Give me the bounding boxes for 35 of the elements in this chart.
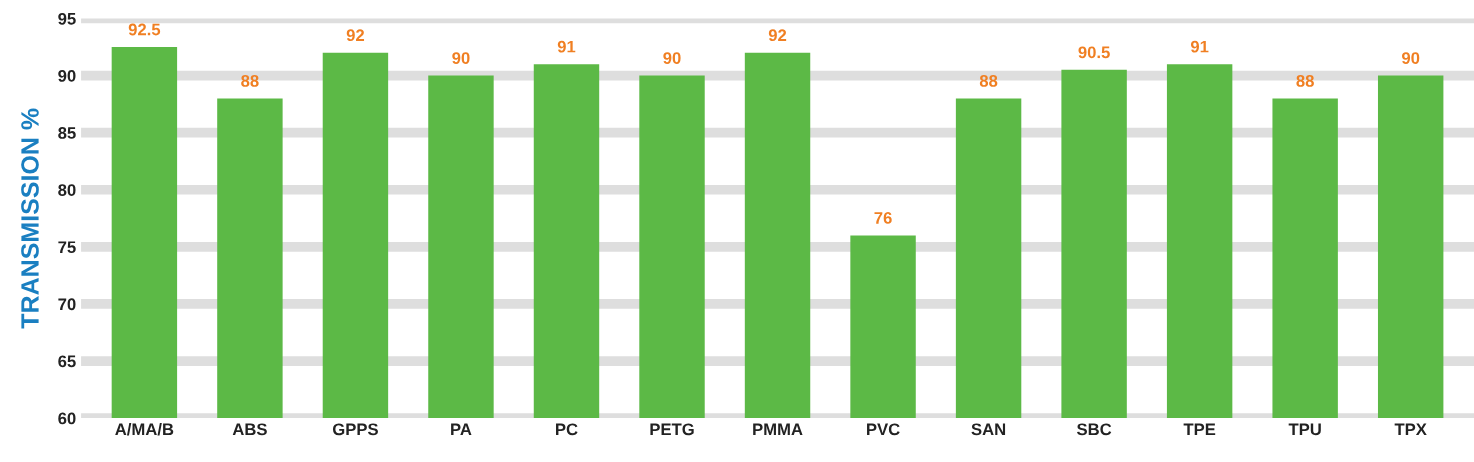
data-label: 88 <box>1296 74 1314 87</box>
x-tick-label: PA <box>451 423 472 436</box>
data-label: 90 <box>1401 52 1420 64</box>
data-label: 90.5 <box>1078 46 1110 59</box>
x-tick-label: PMMA <box>753 423 803 436</box>
y-tick-label: 60 <box>58 412 76 425</box>
x-tick-label: A/MA/B <box>115 422 174 436</box>
y-tick-label: 65 <box>58 355 76 368</box>
x-tick-label: TPU <box>1288 423 1321 436</box>
x-tick-label: TPE <box>1183 423 1216 436</box>
data-label: 92.5 <box>128 23 161 36</box>
x-tick-label: PETG <box>650 423 694 436</box>
x-tick-label: GPPS <box>332 423 378 436</box>
data-label: 91 <box>1190 40 1209 53</box>
x-tick-label: PVC <box>867 423 900 436</box>
y-tick-label: 70 <box>58 298 76 311</box>
data-label: 88 <box>979 74 998 87</box>
x-tick-label: SAN <box>971 423 1006 436</box>
y-tick-label: 85 <box>58 127 76 139</box>
data-label: 92 <box>346 29 365 42</box>
y-tick-label: 90 <box>58 69 76 82</box>
x-tick-label: ABS <box>232 423 267 436</box>
y-tick-label: 95 <box>58 12 76 25</box>
x-tick-label: SBC <box>1076 423 1112 436</box>
y-axis-title: TRANSMISSION % <box>21 108 39 329</box>
data-label: 91 <box>557 40 576 53</box>
data-label: 90 <box>452 52 470 64</box>
data-label: 90 <box>663 52 681 64</box>
x-tick-label: PC <box>556 423 578 436</box>
x-tick-label: TPX <box>1394 423 1427 436</box>
y-tick-label: 80 <box>58 184 76 196</box>
y-tick-label: 75 <box>58 241 76 254</box>
data-label: 88 <box>241 74 259 87</box>
data-label: 92 <box>768 29 787 42</box>
data-label: 76 <box>874 211 892 224</box>
